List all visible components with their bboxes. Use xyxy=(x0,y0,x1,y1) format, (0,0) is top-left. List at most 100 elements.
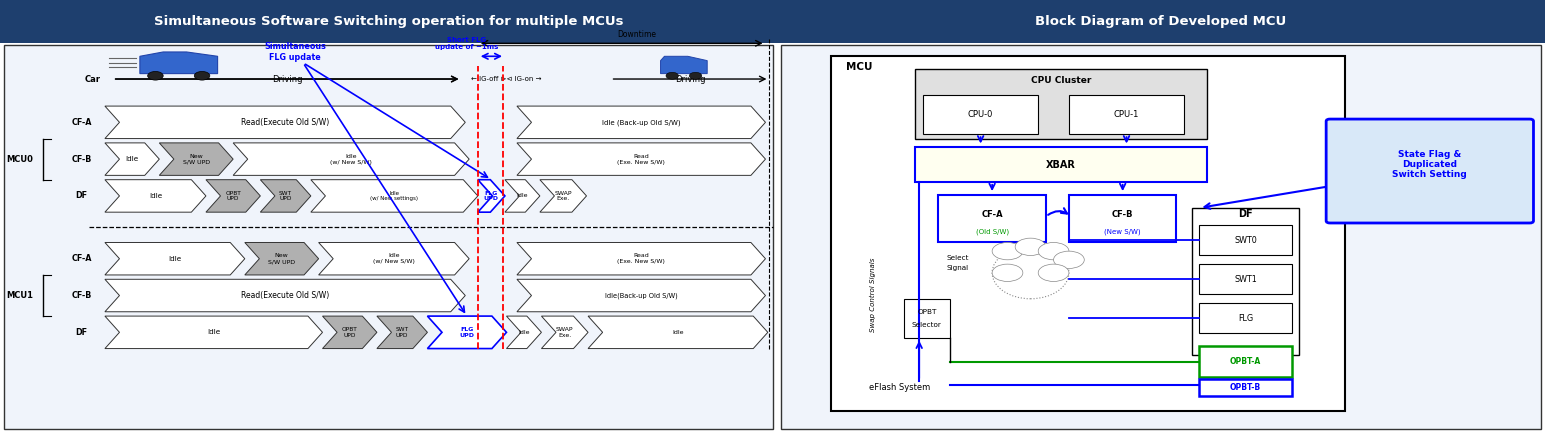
Circle shape xyxy=(689,72,701,79)
Text: OPBT: OPBT xyxy=(918,309,936,315)
Text: MCU1: MCU1 xyxy=(6,291,32,300)
Polygon shape xyxy=(541,316,589,349)
Polygon shape xyxy=(205,180,261,212)
Text: Select: Select xyxy=(946,255,969,261)
Circle shape xyxy=(992,264,1023,281)
Text: SWT
UPD: SWT UPD xyxy=(280,191,292,201)
Polygon shape xyxy=(159,143,233,175)
Polygon shape xyxy=(105,180,205,212)
Text: CF-A: CF-A xyxy=(981,210,1003,219)
Text: Read
(Exe. New S/W): Read (Exe. New S/W) xyxy=(618,253,666,264)
Text: Idle: Idle xyxy=(168,256,181,262)
Polygon shape xyxy=(518,106,765,139)
Text: CPU-0: CPU-0 xyxy=(967,110,993,119)
Polygon shape xyxy=(105,143,159,175)
Text: (New S/W): (New S/W) xyxy=(1105,228,1142,235)
Circle shape xyxy=(1054,251,1085,268)
Polygon shape xyxy=(518,242,765,275)
Polygon shape xyxy=(323,316,377,349)
Text: New
S/W UPD: New S/W UPD xyxy=(269,253,295,264)
Text: Short FLG
update of ~1ms: Short FLG update of ~1ms xyxy=(434,37,497,50)
FancyBboxPatch shape xyxy=(831,56,1346,411)
FancyBboxPatch shape xyxy=(922,95,1038,134)
Text: CF-B: CF-B xyxy=(71,291,91,300)
Polygon shape xyxy=(244,242,318,275)
Text: OPBT-B: OPBT-B xyxy=(1230,383,1261,392)
FancyBboxPatch shape xyxy=(1199,225,1292,255)
Text: Simultaneous
FLG update: Simultaneous FLG update xyxy=(264,42,326,61)
FancyBboxPatch shape xyxy=(1199,346,1292,377)
Text: eFlash System: eFlash System xyxy=(870,383,930,392)
Text: Swap: Swap xyxy=(1023,245,1046,253)
Text: OPBT
UPD: OPBT UPD xyxy=(226,191,241,201)
FancyBboxPatch shape xyxy=(777,0,1545,43)
Text: Downtime: Downtime xyxy=(618,30,657,39)
Text: Read(Execute Old S/W): Read(Execute Old S/W) xyxy=(241,118,329,127)
Polygon shape xyxy=(507,316,541,349)
Text: Idle: Idle xyxy=(518,330,530,335)
Text: Idle
(w/ New settings): Idle (w/ New settings) xyxy=(371,191,419,201)
FancyBboxPatch shape xyxy=(1069,195,1176,242)
Text: Idle
(w/ New S/W): Idle (w/ New S/W) xyxy=(372,253,414,264)
FancyBboxPatch shape xyxy=(1191,208,1299,355)
Text: (Old S/W): (Old S/W) xyxy=(975,228,1009,235)
Text: Driving: Driving xyxy=(272,74,303,84)
Polygon shape xyxy=(589,316,768,349)
Text: Selector: Selector xyxy=(912,322,942,328)
Polygon shape xyxy=(105,242,244,275)
Text: ← IG-off ⊳⊲ IG-on →: ← IG-off ⊳⊲ IG-on → xyxy=(471,76,542,82)
Text: Idle: Idle xyxy=(516,194,528,198)
FancyBboxPatch shape xyxy=(1326,119,1534,223)
FancyBboxPatch shape xyxy=(1199,303,1292,333)
Text: Driving: Driving xyxy=(675,74,705,84)
Text: XBAR: XBAR xyxy=(1046,159,1077,170)
Polygon shape xyxy=(105,316,323,349)
Text: Idle: Idle xyxy=(125,156,139,162)
FancyBboxPatch shape xyxy=(1199,379,1292,396)
Text: CF-A: CF-A xyxy=(71,118,91,127)
Circle shape xyxy=(1038,264,1069,281)
Text: CF-A: CF-A xyxy=(71,254,91,263)
Text: SWT0: SWT0 xyxy=(1234,236,1258,245)
Text: Block Diagram of Developed MCU: Block Diagram of Developed MCU xyxy=(1035,15,1287,28)
FancyBboxPatch shape xyxy=(5,45,772,429)
Text: OPBT-A: OPBT-A xyxy=(1230,357,1261,366)
Text: SWAP
Exe.: SWAP Exe. xyxy=(556,327,573,338)
Polygon shape xyxy=(505,180,539,212)
Text: MCU: MCU xyxy=(847,62,873,72)
Text: Idle (Back-up Old S/W): Idle (Back-up Old S/W) xyxy=(603,119,680,126)
Text: Idle: Idle xyxy=(207,330,221,335)
Polygon shape xyxy=(518,279,765,312)
Circle shape xyxy=(992,242,1023,260)
Text: Swap Control Signals: Swap Control Signals xyxy=(870,257,876,332)
Polygon shape xyxy=(261,180,311,212)
Text: MCU0: MCU0 xyxy=(6,155,32,164)
Text: OPBT
UPD: OPBT UPD xyxy=(341,327,357,338)
Text: CF-B: CF-B xyxy=(1112,210,1134,219)
Polygon shape xyxy=(377,316,428,349)
Polygon shape xyxy=(311,180,477,212)
Polygon shape xyxy=(661,56,708,74)
Text: SWT
UPD: SWT UPD xyxy=(396,327,409,338)
FancyBboxPatch shape xyxy=(1069,95,1183,134)
Text: CF-B: CF-B xyxy=(71,155,91,164)
Text: Simultaneous Software Switching operation for multiple MCUs: Simultaneous Software Switching operatio… xyxy=(154,15,623,28)
Polygon shape xyxy=(477,180,505,212)
Circle shape xyxy=(195,71,210,80)
FancyBboxPatch shape xyxy=(915,69,1207,139)
Polygon shape xyxy=(539,180,587,212)
Polygon shape xyxy=(318,242,470,275)
Circle shape xyxy=(666,72,678,79)
FancyBboxPatch shape xyxy=(780,45,1542,429)
Polygon shape xyxy=(904,299,950,338)
Text: Idle: Idle xyxy=(672,330,684,335)
Polygon shape xyxy=(141,52,218,74)
FancyBboxPatch shape xyxy=(915,147,1207,182)
Text: DF: DF xyxy=(1238,209,1253,220)
Polygon shape xyxy=(105,106,465,139)
Text: Idle(Back-up Old S/W): Idle(Back-up Old S/W) xyxy=(604,292,678,299)
Circle shape xyxy=(148,71,164,80)
Text: DF: DF xyxy=(76,191,88,200)
Text: Idle
(w/ New S/W): Idle (w/ New S/W) xyxy=(331,154,372,165)
Text: State Flag &
Duplicated
Switch Setting: State Flag & Duplicated Switch Setting xyxy=(1392,150,1468,179)
